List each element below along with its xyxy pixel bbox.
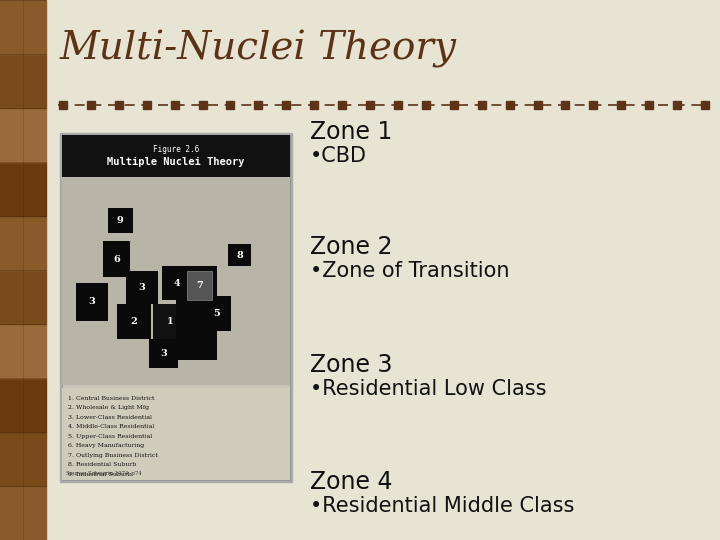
Text: Zone 2: Zone 2 — [310, 235, 392, 259]
Bar — [171, 101, 179, 109]
Text: 5. Upper-Class Residential: 5. Upper-Class Residential — [68, 434, 152, 439]
Bar — [87, 101, 95, 109]
Bar — [117, 304, 151, 339]
Text: 8. Residential Suburb: 8. Residential Suburb — [68, 462, 136, 468]
Text: 3: 3 — [138, 283, 145, 292]
Bar — [227, 101, 235, 109]
Bar — [62, 388, 290, 480]
Bar — [0, 0, 46, 54]
Text: Source: Schwerin 1974, p74: Source: Schwerin 1974, p74 — [66, 471, 142, 476]
Bar — [0, 162, 46, 216]
Bar — [310, 101, 318, 109]
Bar — [701, 101, 709, 109]
Text: •Residential Middle Class: •Residential Middle Class — [310, 496, 575, 516]
Bar — [62, 177, 290, 385]
Text: 3. Lower-Class Residential: 3. Lower-Class Residential — [68, 415, 152, 420]
Bar — [62, 135, 290, 480]
Text: 7. Outlying Business District: 7. Outlying Business District — [68, 453, 158, 458]
Bar — [76, 283, 107, 321]
Text: •Residential Low Class: •Residential Low Class — [310, 379, 546, 399]
Bar — [162, 266, 192, 300]
Text: 4: 4 — [174, 279, 181, 288]
Bar — [590, 101, 598, 109]
Bar — [60, 133, 292, 482]
Bar — [59, 101, 67, 109]
Bar — [126, 271, 158, 304]
Text: 8: 8 — [236, 251, 243, 260]
Text: •CBD: •CBD — [310, 146, 367, 166]
Bar — [107, 208, 132, 233]
Bar — [103, 241, 130, 277]
Text: 9. Industrial Suburb: 9. Industrial Suburb — [68, 472, 132, 477]
Text: 1. Central Business District: 1. Central Business District — [68, 396, 155, 401]
Text: Zone 4: Zone 4 — [310, 470, 392, 494]
Bar — [228, 244, 251, 266]
Text: 1: 1 — [167, 317, 174, 326]
Text: Zone 1: Zone 1 — [310, 120, 392, 144]
Bar — [148, 339, 179, 368]
Text: 3: 3 — [89, 298, 95, 306]
Text: •Zone of Transition: •Zone of Transition — [310, 261, 510, 281]
Bar — [0, 324, 46, 378]
Bar — [617, 101, 625, 109]
Bar — [0, 432, 46, 486]
Bar — [394, 101, 402, 109]
Bar — [282, 101, 290, 109]
Text: 2. Wholesale & Light Mfg: 2. Wholesale & Light Mfg — [68, 406, 149, 410]
Bar — [62, 135, 290, 177]
Text: Zone 3: Zone 3 — [310, 353, 392, 377]
Bar — [562, 101, 570, 109]
Bar — [176, 266, 217, 360]
Text: 5: 5 — [214, 309, 220, 318]
Bar — [505, 101, 513, 109]
Text: Multiple Nuclei Theory: Multiple Nuclei Theory — [107, 157, 245, 167]
Bar — [673, 101, 681, 109]
Text: Figure 2.6: Figure 2.6 — [153, 145, 199, 154]
Text: Multi-Nuclei Theory: Multi-Nuclei Theory — [60, 30, 457, 68]
Bar — [477, 101, 486, 109]
Text: 9: 9 — [117, 216, 124, 225]
Bar — [645, 101, 653, 109]
Bar — [338, 101, 346, 109]
Bar — [203, 295, 230, 331]
Bar — [450, 101, 458, 109]
Bar — [0, 378, 46, 432]
Text: 6. Heavy Manufacturing: 6. Heavy Manufacturing — [68, 443, 144, 449]
Bar — [534, 101, 541, 109]
Text: 6: 6 — [113, 255, 120, 264]
Bar — [114, 101, 123, 109]
Bar — [199, 101, 207, 109]
Bar — [0, 54, 46, 108]
Bar — [254, 101, 262, 109]
Bar — [0, 108, 46, 162]
Bar — [366, 101, 374, 109]
Bar — [422, 101, 430, 109]
Bar — [187, 271, 212, 300]
Text: 3: 3 — [160, 349, 167, 359]
Text: 4. Middle-Class Residential: 4. Middle-Class Residential — [68, 424, 154, 429]
Text: 2: 2 — [130, 317, 138, 326]
Bar — [0, 216, 46, 270]
Bar — [143, 101, 150, 109]
Bar — [153, 304, 187, 339]
Text: 7: 7 — [197, 281, 203, 289]
Bar — [0, 270, 46, 324]
Bar — [0, 486, 46, 540]
